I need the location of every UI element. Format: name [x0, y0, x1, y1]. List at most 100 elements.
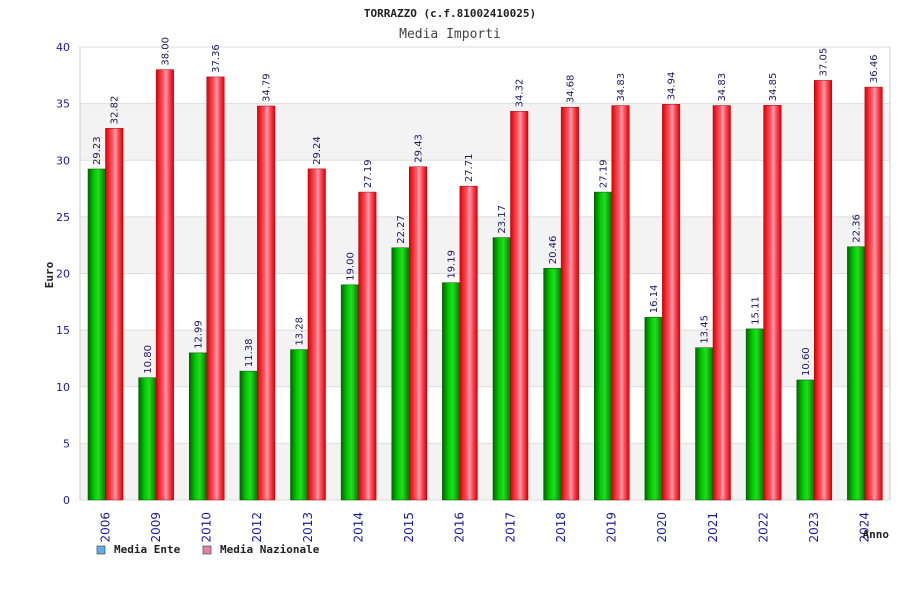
- data-label: 29.24: [312, 136, 323, 165]
- chart-title: TORRAZZO (c.f.81002410025): [364, 7, 536, 20]
- x-tick-label: 2017: [503, 512, 517, 543]
- legend-swatch-media-nazionale: [202, 545, 212, 555]
- bar-media-ente-2015: [391, 247, 410, 501]
- y-tick-label: 35: [56, 98, 70, 111]
- y-tick-label: 30: [56, 154, 70, 167]
- bar-media-ente-2018: [543, 268, 562, 501]
- x-tick-label: 2013: [301, 512, 315, 543]
- data-label: 10.80: [143, 345, 154, 374]
- data-label: 22.36: [852, 214, 863, 243]
- bar-media-nazionale-2021: [712, 105, 731, 501]
- data-label: 29.23: [92, 136, 103, 165]
- x-tick-label: 2024: [858, 512, 872, 543]
- y-tick-label: 20: [56, 268, 70, 281]
- bar-media-ente-2016: [442, 282, 461, 501]
- bar-media-nazionale-2017: [510, 111, 529, 501]
- data-label: 38.00: [160, 37, 171, 66]
- data-label: 34.85: [768, 73, 779, 102]
- x-tick-label: 2014: [351, 512, 365, 543]
- bar-media-nazionale-2012: [257, 105, 276, 501]
- data-label: 20.46: [548, 236, 559, 265]
- bar-media-nazionale-2019: [611, 105, 630, 501]
- data-labels: 29.23 32.82 10.80 38.00 12.99 37.36 11.38 34.79…: [92, 37, 880, 376]
- data-label: 19.19: [447, 250, 458, 279]
- chart-subtitle: Media Importi: [399, 27, 501, 42]
- data-label: 22.27: [396, 215, 407, 244]
- x-tick-label: 2020: [655, 512, 669, 543]
- data-label: 27.71: [464, 154, 475, 183]
- legend-swatch-media-ente: [96, 545, 106, 555]
- y-tick-label: 5: [63, 437, 70, 450]
- x-tick-label: 2010: [200, 512, 214, 543]
- legend-label-media-ente: Media Ente: [114, 543, 181, 556]
- bar-media-nazionale-2018: [560, 106, 579, 501]
- data-label: 27.19: [599, 159, 610, 188]
- x-tick-label: 2009: [149, 512, 163, 543]
- data-label: 34.79: [262, 73, 273, 102]
- bar-media-nazionale-2015: [409, 166, 427, 501]
- data-label: 34.94: [667, 72, 678, 101]
- y-tick-label: 0: [63, 494, 70, 507]
- data-label: 32.82: [110, 96, 121, 125]
- data-label: 34.83: [616, 73, 627, 102]
- bar-media-ente-2019: [594, 191, 612, 501]
- bar-media-ente-2017: [492, 237, 511, 501]
- data-label: 23.17: [497, 205, 508, 234]
- x-tick-label: 2015: [402, 512, 416, 543]
- x-tick-label: 2012: [250, 512, 264, 543]
- data-label: 15.11: [750, 296, 761, 325]
- x-tick-label: 2021: [706, 512, 720, 543]
- data-label: 37.36: [211, 44, 222, 73]
- data-label: 13.45: [700, 315, 711, 344]
- bar-media-ente-2012: [239, 370, 258, 501]
- bar-media-ente-2020: [644, 316, 663, 501]
- x-tick-label: 2018: [554, 512, 568, 543]
- bar-media-ente-2013: [290, 349, 309, 501]
- data-label: 16.14: [649, 285, 660, 314]
- bar-media-nazionale-2022: [763, 105, 782, 501]
- data-label: 19.00: [345, 252, 356, 281]
- y-tick-label: 15: [56, 324, 70, 337]
- data-label: 34.83: [717, 73, 728, 102]
- data-label: 29.43: [414, 134, 425, 163]
- x-tick-label: 2019: [605, 512, 619, 543]
- x-axis-label: Anno: [863, 528, 890, 541]
- bar-media-ente-2023: [796, 379, 815, 501]
- bars: [87, 69, 883, 501]
- data-label: 37.05: [819, 48, 830, 77]
- legend-label-media-nazionale: Media Nazionale: [220, 543, 320, 556]
- data-label: 12.99: [194, 320, 205, 349]
- bar-media-ente-2009: [138, 377, 157, 501]
- data-label: 10.60: [801, 347, 812, 376]
- y-axis-label: Euro: [43, 261, 56, 288]
- bar-media-nazionale-2023: [814, 80, 832, 501]
- bar-media-nazionale-2014: [358, 191, 377, 501]
- x-tick-label: 2016: [453, 512, 467, 543]
- x-axis: 2006 2009 2010 2012 2013 2014 2015 2016 2017 2018…: [98, 512, 871, 543]
- bar-media-ente-2021: [695, 347, 714, 501]
- data-label: 36.46: [869, 54, 880, 83]
- y-axis: 0 5 10 15 20 25 30 35 40: [56, 41, 70, 507]
- x-tick-label: 2006: [98, 512, 112, 543]
- data-label: 11.38: [244, 338, 255, 367]
- y-tick-label: 40: [56, 41, 70, 54]
- bar-media-ente-2014: [340, 284, 359, 501]
- bar-media-nazionale-2024: [864, 86, 883, 501]
- y-tick-label: 10: [56, 381, 70, 394]
- bar-media-nazionale-2010: [206, 76, 225, 501]
- data-label: 27.19: [363, 159, 374, 188]
- bar-media-nazionale-2016: [459, 185, 478, 501]
- x-tick-label: 2022: [756, 512, 770, 543]
- data-label: 34.32: [515, 79, 526, 108]
- bar-media-nazionale-2006: [105, 128, 124, 501]
- legend: Media Ente Media Nazionale: [96, 543, 320, 556]
- bar-media-nazionale-2020: [662, 104, 681, 501]
- data-label: 13.28: [295, 317, 306, 346]
- bar-media-ente-2024: [847, 246, 866, 501]
- bar-media-nazionale-2009: [155, 69, 174, 501]
- data-label: 34.68: [565, 75, 576, 104]
- y-tick-label: 25: [56, 211, 70, 224]
- bar-media-ente-2022: [745, 328, 764, 501]
- bar-media-ente-2006: [87, 168, 106, 501]
